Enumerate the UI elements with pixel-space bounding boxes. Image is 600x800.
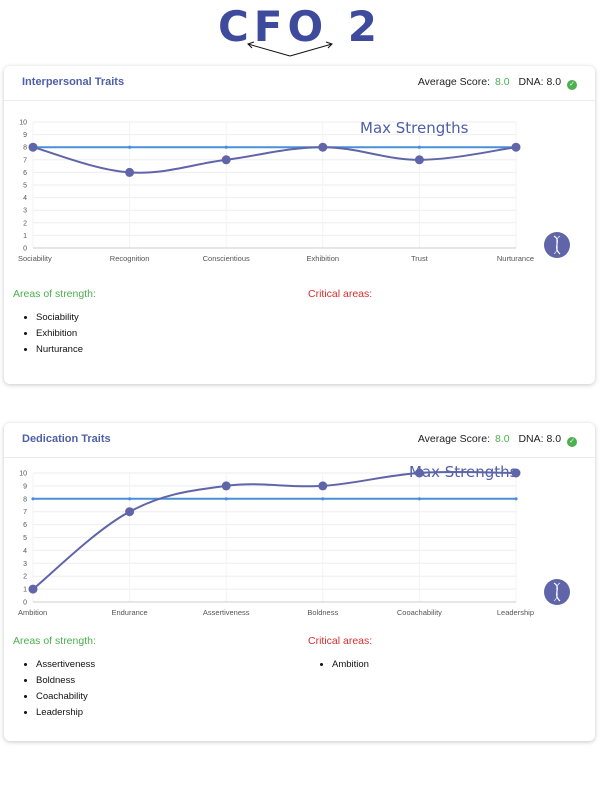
card-title: Interpersonal Traits xyxy=(22,76,125,88)
list-item: Assertiveness xyxy=(36,659,95,670)
x-tick-label: Ambition xyxy=(18,608,47,617)
series-line xyxy=(32,470,517,590)
score-summary: Average Score: 8.0 DNA: 8.0 ✓ xyxy=(418,433,577,447)
y-tick-label: 2 xyxy=(23,574,27,581)
y-tick-label: 6 xyxy=(23,522,27,529)
interpersonal-traits-card: Interpersonal Traits Average Score: 8.0 … xyxy=(4,66,595,384)
dna-score: DNA: 8.0 xyxy=(518,433,562,445)
dna-helix-logo-icon xyxy=(544,232,570,258)
critical-areas-label: Critical areas: xyxy=(308,635,373,647)
x-tick-label: Cooachability xyxy=(397,608,442,617)
list-item: Coachability xyxy=(36,691,95,702)
data-point xyxy=(318,481,328,491)
data-point xyxy=(28,584,38,594)
y-tick-label: 3 xyxy=(23,561,27,568)
y-tick-label: 0 xyxy=(23,600,27,607)
max-strengths-point xyxy=(417,145,421,149)
list-item: Exhibition xyxy=(36,328,83,339)
x-tick-label: Assertiveness xyxy=(203,608,250,617)
interpersonal-line-chart: 0 1 2 3 4 5 6 7 8 9 10 Max Strengths Sociability Reco… xyxy=(18,119,534,263)
areas-of-strength-label: Areas of strength: xyxy=(13,288,96,300)
max-strengths-point xyxy=(321,497,325,501)
y-tick-label: 9 xyxy=(23,132,27,139)
x-tick-label: Nurturance xyxy=(497,254,534,263)
y-tick-label: 4 xyxy=(23,195,27,202)
check-circle-icon: ✓ xyxy=(567,80,577,90)
x-tick-label: Conscientious xyxy=(203,254,250,263)
dedication-traits-card: Dedication Traits Average Score: 8.0 DNA… xyxy=(4,423,595,741)
x-tick-label: Exhibition xyxy=(307,254,340,263)
average-score-label: Average Score: xyxy=(417,433,491,445)
y-tick-label: 8 xyxy=(23,145,27,152)
max-strengths-point xyxy=(224,497,228,501)
y-tick-label: 8 xyxy=(23,496,27,503)
y-tick-label: 5 xyxy=(23,183,27,190)
y-tick-label: 10 xyxy=(19,471,27,478)
list-item: Nurturance xyxy=(36,344,83,355)
check-circle-icon: ✓ xyxy=(567,437,577,447)
y-tick-label: 3 xyxy=(23,208,27,215)
data-point xyxy=(511,142,521,152)
x-tick-label: Endurance xyxy=(111,608,147,617)
score-summary: Average Score: 8.0 DNA: 8.0 ✓ xyxy=(418,76,577,90)
average-score-label: Average Score: xyxy=(417,76,491,88)
max-strengths-point xyxy=(128,497,132,501)
data-point xyxy=(414,155,424,165)
max-strengths-point xyxy=(514,497,518,501)
data-point xyxy=(125,507,135,517)
card-header: Dedication Traits Average Score: 8.0 DNA… xyxy=(4,423,595,458)
list-item: Sociability xyxy=(36,312,83,323)
page-title: CFO 2 xyxy=(217,2,383,51)
max-strengths-point xyxy=(128,145,132,149)
y-tick-label: 7 xyxy=(23,509,27,516)
average-score-value: 8.0 xyxy=(494,76,510,88)
data-point xyxy=(125,167,135,177)
critical-list: Ambition xyxy=(318,659,369,675)
card-header: Interpersonal Traits Average Score: 8.0 … xyxy=(4,66,595,101)
list-item: Boldness xyxy=(36,675,95,686)
x-tick-label: Leadership xyxy=(497,608,534,617)
y-tick-label: 5 xyxy=(23,535,27,542)
data-point xyxy=(221,155,231,165)
title-arrows-icon xyxy=(247,41,333,57)
max-strengths-point xyxy=(417,497,421,501)
y-tick-label: 7 xyxy=(23,157,27,164)
y-tick-label: 9 xyxy=(23,483,27,490)
x-tick-label: Recognition xyxy=(110,254,150,263)
card-title: Dedication Traits xyxy=(22,433,111,445)
strengths-list: Assertiveness Boldness Coachability Leaders… xyxy=(22,659,95,723)
dna-score: DNA: 8.0 xyxy=(518,76,562,88)
max-strengths-label: Max Strengths xyxy=(360,119,469,137)
y-tick-label: 4 xyxy=(23,548,27,555)
critical-areas-label: Critical areas: xyxy=(308,288,373,300)
data-point xyxy=(511,468,521,478)
x-tick-label: Trust xyxy=(411,254,429,263)
x-tick-label: Boldness xyxy=(307,608,338,617)
y-tick-label: 10 xyxy=(19,120,27,127)
y-tick-label: 0 xyxy=(23,246,27,253)
y-tick-label: 2 xyxy=(23,220,27,227)
y-tick-label: 1 xyxy=(23,587,27,594)
data-point xyxy=(414,468,424,478)
data-point xyxy=(221,481,231,491)
max-strengths-point xyxy=(31,497,35,501)
average-score-value: 8.0 xyxy=(494,433,510,445)
data-point xyxy=(318,142,328,152)
dna-helix-logo-icon xyxy=(544,579,570,605)
y-tick-label: 6 xyxy=(23,170,27,177)
list-item: Ambition xyxy=(332,659,369,670)
y-tick-label: 1 xyxy=(23,233,27,240)
max-strengths-point xyxy=(224,145,228,149)
strengths-list: Sociability Exhibition Nurturance xyxy=(22,312,83,360)
list-item: Leadership xyxy=(36,707,95,718)
series-line xyxy=(32,146,517,174)
data-point xyxy=(28,142,38,152)
areas-of-strength-label: Areas of strength: xyxy=(13,635,96,647)
x-tick-label: Sociability xyxy=(18,254,52,263)
